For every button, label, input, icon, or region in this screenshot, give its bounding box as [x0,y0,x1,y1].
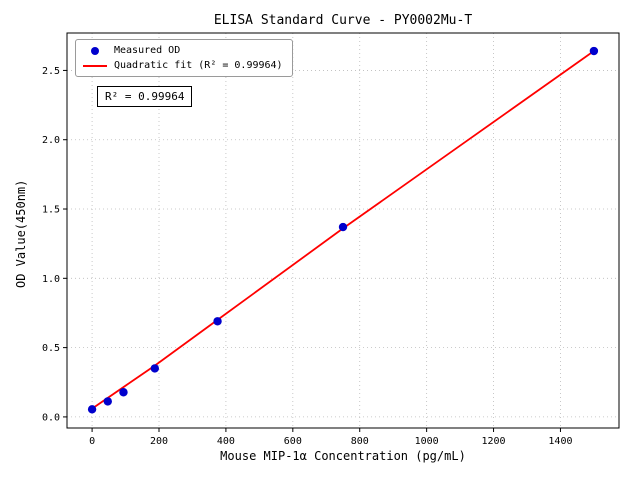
scatter-marker-icon [83,46,107,55]
svg-text:1.0: 1.0 [42,274,60,285]
svg-text:800: 800 [351,436,369,447]
legend-item-quadratic-fit: Quadratic fit (R² = 0.99964) [83,60,283,71]
svg-text:1200: 1200 [481,436,505,447]
svg-text:1000: 1000 [415,436,439,447]
line-marker-icon [83,64,107,67]
svg-text:200: 200 [150,436,168,447]
y-axis-label: OD Value(450nm) [14,179,28,288]
svg-text:0: 0 [89,436,95,447]
svg-text:1400: 1400 [548,436,572,447]
chart-title: ELISA Standard Curve - PY0002Mu-T [213,13,473,28]
svg-text:1.5: 1.5 [42,205,60,216]
svg-text:2.0: 2.0 [42,135,60,146]
svg-text:0.0: 0.0 [42,412,60,423]
r-squared-annotation: R² = 0.99964 [97,86,193,107]
legend-label-quadratic-fit: Quadratic fit (R² = 0.99964) [114,60,283,71]
svg-text:600: 600 [284,436,302,447]
legend: Measured OD Quadratic fit (R² = 0.99964) [75,39,293,77]
x-axis-label: Mouse MIP-1α Concentration (pg/mL) [220,449,466,463]
legend-label-measured-od: Measured OD [114,45,181,56]
legend-item-measured-od: Measured OD [83,45,283,56]
svg-text:400: 400 [217,436,235,447]
svg-text:0.5: 0.5 [42,343,60,354]
svg-text:2.5: 2.5 [42,66,60,77]
